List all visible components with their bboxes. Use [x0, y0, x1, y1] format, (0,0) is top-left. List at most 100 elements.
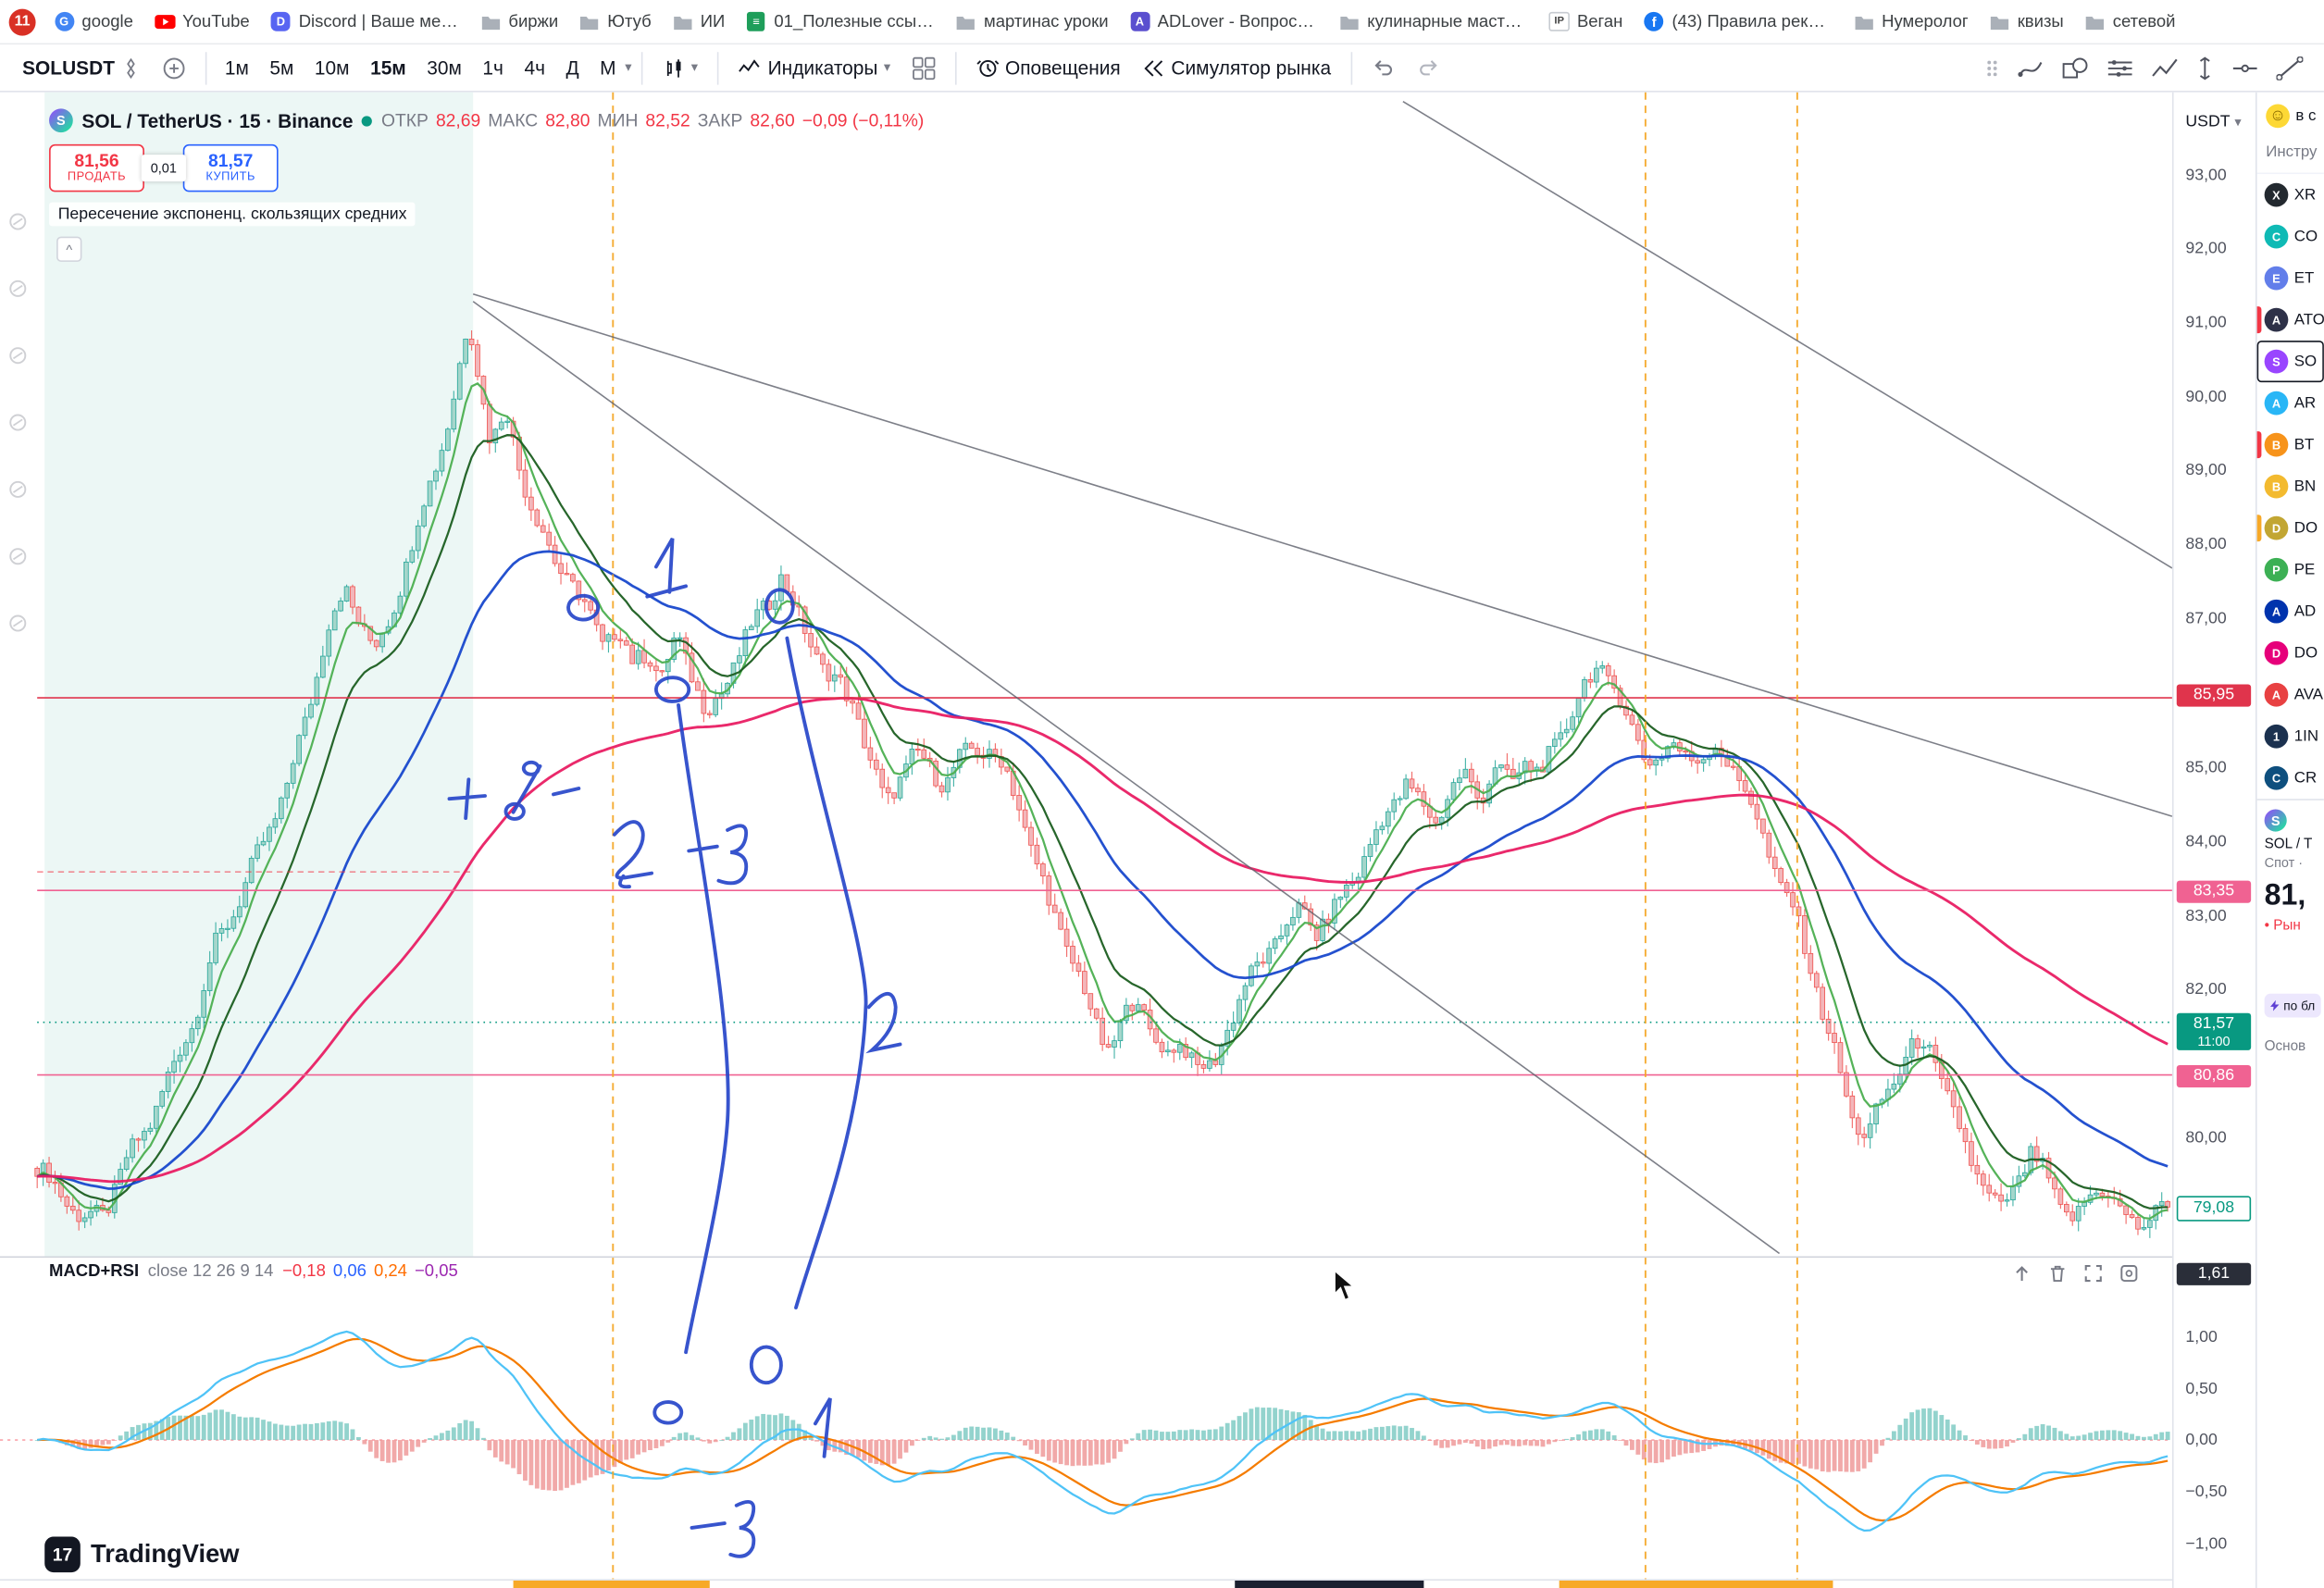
- flag-marker: [2256, 515, 2262, 542]
- pane-maximize-icon[interactable]: [2083, 1263, 2105, 1284]
- shapes-tool-icon[interactable]: [2062, 56, 2089, 80]
- interval-1м[interactable]: 1м: [224, 56, 249, 80]
- watchlist-item-ET[interactable]: E ET: [2257, 257, 2324, 299]
- chart-title: SOL / TetherUS · 15 · Binance: [81, 109, 354, 132]
- undo-button[interactable]: [1361, 50, 1405, 86]
- bookmark-label: Discord | Ваше мест...: [298, 12, 460, 31]
- scale-currency[interactable]: USDT ▾: [2185, 113, 2242, 131]
- macd-legend[interactable]: MACD+RSI close 12 26 9 14 −0,18 0,06 0,24−…: [49, 1262, 458, 1282]
- hand-annotation-stroke-down-2: [785, 636, 868, 1309]
- sell-button[interactable]: 81,56 ПРОДАТЬ: [49, 143, 144, 192]
- watchlist-header[interactable]: ☺ в с: [2257, 93, 2324, 137]
- bookmark-label: YouTube: [181, 12, 250, 31]
- bookmark-item[interactable]: кулинарные масте...: [1330, 6, 1536, 36]
- watchlist-item-DO[interactable]: D DO: [2256, 507, 2324, 549]
- price-tick: 93,00: [2185, 167, 2227, 185]
- bookmark-item[interactable]: f (43) Правила рекла...: [1634, 6, 1841, 36]
- interval-5м[interactable]: 5м: [269, 56, 294, 80]
- detail-chip[interactable]: по бл: [2264, 993, 2321, 1018]
- interval-15м[interactable]: 15м: [370, 56, 406, 80]
- pane-more-icon[interactable]: [2119, 1263, 2140, 1284]
- watchlist-item-AR[interactable]: A AR: [2257, 382, 2324, 424]
- collapse-legend-button[interactable]: ^: [56, 236, 82, 262]
- folder-icon: [480, 11, 502, 32]
- watchlist-item-XR[interactable]: X XR: [2257, 174, 2324, 216]
- symbol-button[interactable]: SOLUSDT: [12, 51, 152, 85]
- price-scale[interactable]: USDT ▾ 93,00 92,00 91,00 90,00 89,00 88,00 87,0…: [2171, 92, 2256, 1588]
- replay-button[interactable]: Симулятор рынка: [1131, 50, 1341, 86]
- watchlist-item-BT[interactable]: B BT: [2256, 424, 2324, 465]
- chart-legend[interactable]: S SOL / TetherUS · 15 · Binance ОТКР 82,6…: [49, 108, 924, 133]
- left-drawing-strip[interactable]: [0, 93, 34, 1588]
- trend-tool-icon[interactable]: [6, 279, 28, 307]
- coin-icon: 1: [2264, 724, 2289, 749]
- watchlist-item-ATO[interactable]: A ATO: [2256, 299, 2324, 341]
- bookmark-item[interactable]: D Discord | Ваше мест...: [262, 6, 468, 36]
- macd-tick: 1,00: [2185, 1328, 2218, 1346]
- price-tick: 85,00: [2185, 758, 2227, 777]
- interval-30м[interactable]: 30м: [427, 56, 462, 80]
- price-tick: 92,00: [2185, 239, 2227, 258]
- trend-tool-icon[interactable]: [2151, 56, 2178, 80]
- macd-value: −0,18: [282, 1262, 326, 1282]
- bookmark-item[interactable]: YouTube: [145, 6, 258, 36]
- text-tool-icon[interactable]: [6, 412, 28, 440]
- bookmark-item[interactable]: мартинас уроки: [947, 6, 1117, 36]
- indicators-button[interactable]: Индикаторы ▾: [727, 50, 901, 86]
- tradingview-logo[interactable]: 17 TradingView: [44, 1536, 240, 1573]
- bookmark-item[interactable]: IP Веган: [1540, 6, 1632, 36]
- flag-marker: [2256, 306, 2262, 334]
- chart-style-button[interactable]: ▾: [651, 50, 708, 86]
- interval-Д[interactable]: Д: [565, 56, 579, 80]
- interval-dropdown-icon[interactable]: ▾: [625, 59, 632, 75]
- notification-badge[interactable]: 11: [8, 7, 36, 35]
- watchlist-item-AD[interactable]: A AD: [2257, 590, 2324, 632]
- detail-symbol[interactable]: SOL / T: [2264, 836, 2313, 853]
- interval-1ч[interactable]: 1ч: [482, 56, 503, 80]
- watchlist-item-CO[interactable]: C CO: [2257, 216, 2324, 257]
- buy-button[interactable]: 81,57 КУПИТЬ: [182, 143, 279, 192]
- trendline-tool-icon[interactable]: [2276, 56, 2304, 81]
- measure-tool-icon[interactable]: [2196, 56, 2214, 80]
- bookmark-item[interactable]: биржи: [471, 6, 567, 36]
- browser-bookmarks-bar: 11 G google YouTube D Discord | Ваше мест…: [0, 0, 2324, 45]
- interval-10м[interactable]: 10м: [314, 56, 350, 80]
- watchlist-item-DO[interactable]: D DO: [2257, 632, 2324, 674]
- bookmark-item[interactable]: G google: [44, 6, 142, 36]
- bookmark-item[interactable]: ИИ: [664, 6, 734, 36]
- chart-canvas[interactable]: [0, 0, 2256, 1588]
- pane-move-up-icon[interactable]: [2011, 1263, 2032, 1284]
- watchlist-tools-label[interactable]: Инстру: [2256, 137, 2324, 175]
- indicator-legend[interactable]: Пересечение экспоненц. скользящих средни…: [49, 202, 416, 227]
- bookmark-item[interactable]: Нумеролог: [1845, 6, 1977, 36]
- brush-tool-icon[interactable]: [2018, 56, 2044, 80]
- layout-grid-button[interactable]: [901, 50, 945, 86]
- fib-tool-icon[interactable]: [6, 345, 28, 374]
- watchlist-item-SO[interactable]: S SO: [2256, 341, 2324, 383]
- alerts-button[interactable]: Оповещения: [965, 50, 1131, 86]
- bookmark-item[interactable]: сетевой: [2076, 6, 2185, 36]
- horizontal-line-tool-icon[interactable]: [2231, 56, 2258, 80]
- zoom-tool-icon[interactable]: [6, 613, 28, 641]
- redo-button[interactable]: [1405, 50, 1449, 86]
- bookmark-item[interactable]: ≡ 01_Полезные ссыл...: [737, 6, 943, 36]
- watchlist-item-CR[interactable]: C CR: [2257, 757, 2324, 799]
- interval-4ч[interactable]: 4ч: [524, 56, 545, 80]
- bookmark-item[interactable]: квизы: [1981, 6, 2073, 36]
- watchlist-item-1IN[interactable]: 1 1IN: [2257, 715, 2324, 757]
- interval-М[interactable]: М: [600, 56, 616, 80]
- hand-annotation-macd-circle-2: [749, 1345, 783, 1385]
- pane-delete-icon[interactable]: [2047, 1263, 2069, 1284]
- watchlist-item-AVA[interactable]: A AVA: [2257, 674, 2324, 715]
- watchlist-item-BN[interactable]: B BN: [2257, 465, 2324, 507]
- bookmark-item[interactable]: A ADLover - Вопросы...: [1120, 6, 1326, 36]
- patterns-tool-icon[interactable]: [2107, 56, 2133, 80]
- drag-handle-icon[interactable]: [1984, 57, 1999, 79]
- ruler-tool-icon[interactable]: [6, 546, 28, 575]
- bookmark-item[interactable]: Ютуб: [570, 6, 660, 36]
- add-symbol-button[interactable]: [152, 50, 196, 86]
- emoji-tool-icon[interactable]: [6, 479, 28, 508]
- watchlist-item-PE[interactable]: P PE: [2257, 549, 2324, 590]
- cursor-tool-icon[interactable]: [6, 211, 28, 240]
- hand-annotation-stroke-down-1: [677, 703, 730, 1355]
